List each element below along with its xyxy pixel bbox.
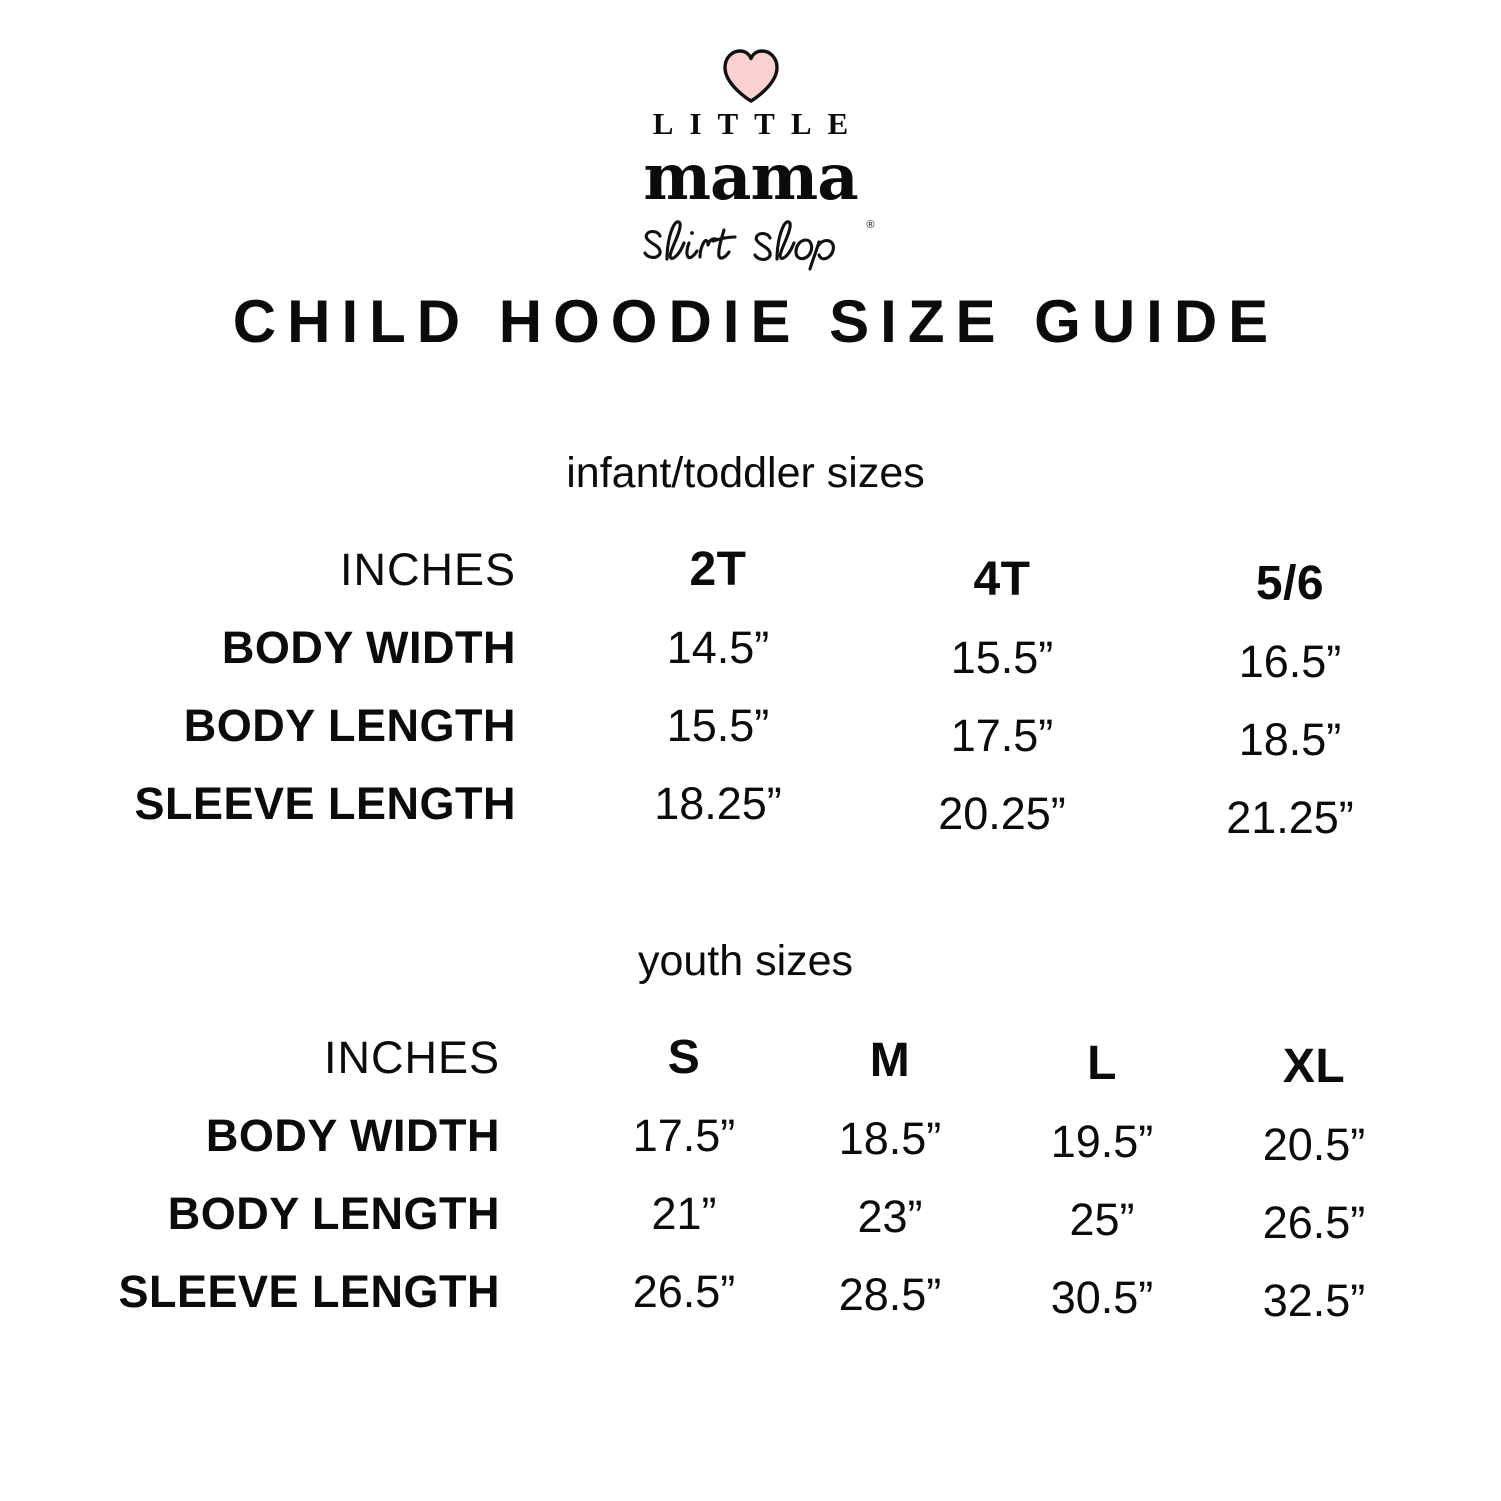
page-title: CHILD HOODIE SIZE GUIDE [232,288,1280,355]
cell-body-length-xl: 26.5” [1262,1197,1366,1248]
table-row: SLEEVE LENGTH 26.5” 28.5” 30.5” 32.5” [0,1261,1501,1339]
cell-sleeve-length-m: 28.5” [838,1269,942,1320]
section-infant-toddler: infant/toddler sizes INCHES 2T 4T 5/6 BO… [0,452,1501,851]
section-caption-infant: infant/toddler sizes [566,449,925,497]
cell-body-width-xl: 20.5” [1262,1119,1366,1170]
brand-logo: LITTLE mama [0,48,1501,277]
size-table-youth: INCHES S M L XL BODY WIDTH 17.5” 18.5” 1… [0,1027,1501,1339]
heart-icon [722,49,779,103]
table-row: BODY LENGTH 21” 23” 25” 26.5” [0,1183,1501,1261]
logo-little-text: LITTLE [652,106,865,141]
cell-body-length-s: 21” [651,1188,717,1239]
cell-body-length-5-6: 18.5” [1238,714,1342,765]
cell-sleeve-length-5-6: 21.25” [1226,792,1354,843]
column-header-s: S [667,1031,701,1084]
size-table-infant-toddler: INCHES 2T 4T 5/6 BODY WIDTH 14.5” 15.5” … [0,539,1501,851]
table-row-header: INCHES 2T 4T 5/6 [0,539,1501,617]
row-label-sleeve-length: SLEEVE LENGTH [118,1266,500,1317]
column-header-xl: XL [1282,1040,1346,1093]
cell-sleeve-length-4t: 20.25” [938,788,1066,839]
section-youth: youth sizes INCHES S M L XL BODY WIDTH 1… [0,940,1501,1339]
cell-body-width-s: 17.5” [632,1110,736,1161]
cell-sleeve-length-l: 30.5” [1050,1272,1154,1323]
logo-mama-text: mama [643,140,858,215]
column-header-m: M [869,1034,911,1087]
cell-body-length-4t: 17.5” [950,710,1054,761]
row-label-body-width: BODY WIDTH [205,1110,500,1161]
cell-body-width-l: 19.5” [1050,1116,1154,1167]
column-header-l: L [1087,1037,1117,1090]
row-label-body-length: BODY LENGTH [183,700,516,751]
table-row: BODY WIDTH 14.5” 15.5” 16.5” [0,617,1501,695]
section-caption-youth: youth sizes [637,937,854,985]
unit-label: INCHES [339,544,516,595]
cell-body-width-2t: 14.5” [666,622,770,673]
column-header-4t: 4T [973,553,1031,606]
registered-trademark-icon: ® [866,219,875,232]
cell-body-length-l: 25” [1069,1194,1135,1245]
logo-script-shirt-shop-icon [642,220,835,271]
table-row: BODY LENGTH 15.5” 17.5” 18.5” [0,695,1501,773]
table-row-header: INCHES S M L XL [0,1027,1501,1105]
unit-label: INCHES [323,1032,500,1083]
column-header-2t: 2T [689,543,747,596]
cell-body-length-2t: 15.5” [666,700,770,751]
cell-body-length-m: 23” [857,1191,923,1242]
cell-sleeve-length-2t: 18.25” [654,778,782,829]
table-row: SLEEVE LENGTH 18.25” 20.25” 21.25” [0,773,1501,851]
cell-body-width-4t: 15.5” [950,632,1054,683]
cell-sleeve-length-xl: 32.5” [1262,1275,1366,1326]
logo-shirt-shop: ® [636,212,875,272]
row-label-body-length: BODY LENGTH [167,1188,500,1239]
row-label-body-width: BODY WIDTH [221,622,516,673]
cell-body-width-m: 18.5” [838,1113,942,1164]
row-label-sleeve-length: SLEEVE LENGTH [134,778,516,829]
column-header-5-6: 5/6 [1255,557,1325,610]
cell-sleeve-length-s: 26.5” [632,1266,736,1317]
cell-body-width-5-6: 16.5” [1238,636,1342,687]
table-row: BODY WIDTH 17.5” 18.5” 19.5” 20.5” [0,1105,1501,1183]
